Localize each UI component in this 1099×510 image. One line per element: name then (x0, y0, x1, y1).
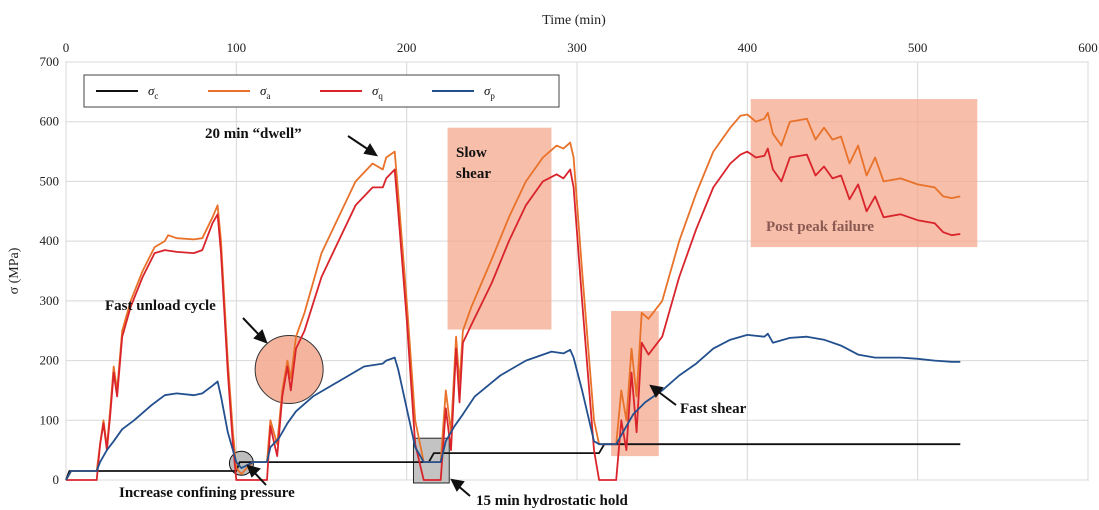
y-tick-label: 500 (40, 173, 60, 188)
x-tick-label: 200 (397, 40, 417, 55)
y-tick-label: 200 (40, 353, 60, 368)
legend-label-p: σp (484, 83, 495, 101)
series-line-p (65, 332, 961, 481)
legend-label-q: σq (372, 83, 383, 101)
y-axis-title: σ (MPa) (7, 247, 22, 294)
x-tick-label: 0 (63, 40, 70, 55)
x-tick-label: 400 (738, 40, 758, 55)
series-lines (65, 111, 961, 481)
annotation-fast-unload-cycle: Fast unload cycle (105, 298, 216, 314)
annotation-fast-shear: Fast shear (680, 401, 747, 417)
y-tick-label: 700 (40, 54, 60, 69)
x-tick-label: 100 (227, 40, 247, 55)
y-tick-label: 600 (40, 114, 60, 129)
arrow-dwell-head (363, 143, 378, 157)
y-tick-label: 0 (53, 472, 60, 487)
series-line-a (65, 111, 961, 481)
y-tick-label: 300 (40, 293, 60, 308)
highlight-slow-shear (447, 127, 552, 330)
x-axis-title: Time (min) (542, 13, 606, 28)
annotation-slow: Slow (456, 145, 487, 161)
annotation-post-peak-failure: Post peak failure (766, 219, 874, 235)
annotation-dwell: 20 min “dwell” (205, 126, 302, 142)
arrow-fast-shear-head (649, 384, 664, 398)
y-tick-label: 100 (40, 412, 60, 427)
x-tick-label: 600 (1078, 40, 1098, 55)
annotation-shear: shear (456, 166, 491, 182)
highlight-regions (228, 99, 978, 484)
annotations: 20 min “dwell” Slow shear Fast unload cy… (105, 126, 874, 509)
legend-label-c: σc (148, 83, 158, 101)
series-line-q (66, 147, 961, 481)
arrow-confining-head (246, 464, 261, 478)
arrow-hydrostatic-head (450, 478, 465, 492)
legend: σc σa σq σp (83, 74, 560, 108)
grid (65, 61, 1089, 481)
y-tick-labels: 0 100 200 300 400 500 600 700 (40, 54, 60, 487)
legend-label-a: σa (260, 83, 270, 101)
x-tick-labels: 0 100 200 300 400 500 600 (63, 40, 1098, 55)
legend-box (83, 74, 560, 108)
y-tick-label: 400 (40, 233, 60, 248)
x-tick-label: 500 (908, 40, 928, 55)
annotation-increase-confining-pressure: Increase confining pressure (119, 485, 295, 501)
x-tick-label: 300 (567, 40, 587, 55)
annotation-hydrostatic-hold: 15 min hydrostatic hold (476, 493, 628, 509)
arrow-fast-unload-head (253, 329, 268, 344)
